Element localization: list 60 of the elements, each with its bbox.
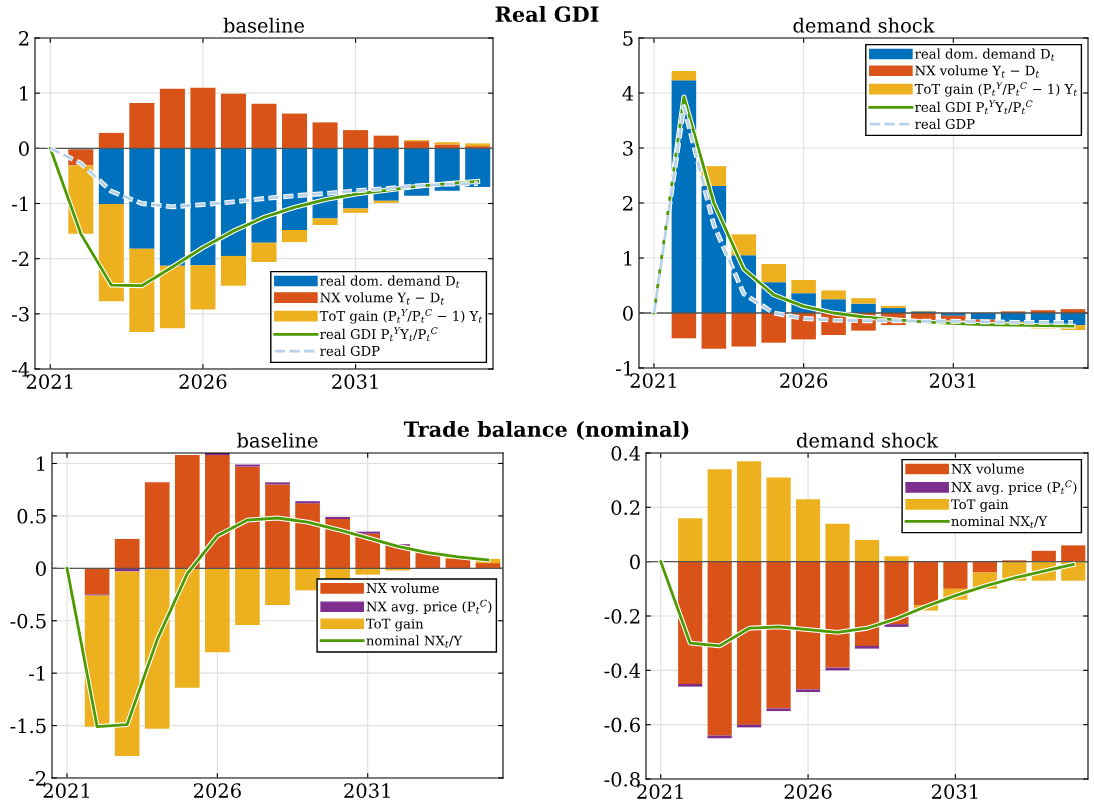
y-tick-label: 0 xyxy=(36,561,46,576)
x-tick-label: 2026 xyxy=(193,783,241,798)
x-tick-label: 2031 xyxy=(931,784,978,799)
legend-label: real GDI P$_{t}$$^{Y}$Y$_{t}$/P$_{t}$$^{C}$ xyxy=(915,100,1033,115)
legend-label: NX volume Y$_{t}$ − D$_{t}$ xyxy=(320,292,445,305)
legend-label: ToT gain (P$_{t}$$^{Y}$/P$_{t}$$^{C}$ − 1) Y$_{t}$ xyxy=(319,308,483,324)
legend-label: NX volume Y$_{t}$ − D$_{t}$ xyxy=(915,65,1040,78)
y-tick-label: 2 xyxy=(623,195,633,211)
chart-title: baseline xyxy=(223,17,305,33)
x-tick-label: 2026 xyxy=(780,373,828,388)
x-tick-label: 2031 xyxy=(344,783,390,798)
legend-label: ToT gain xyxy=(951,499,1009,512)
y-tick-label: 0.4 xyxy=(611,445,641,461)
y-tick-label: -0.4 xyxy=(604,663,641,678)
legend-label: real GDI P$_{t}$$^{Y}$Y$_{t}$/P$_{t}$$^{C}$ xyxy=(320,327,438,342)
legend-label: ToT gain (P$_{t}$$^{Y}$/P$_{t}$$^{C}$ − 1) Y$_{t}$ xyxy=(914,82,1078,97)
y-tick-label: -1.5 xyxy=(10,718,46,734)
x-tick-label: 2031 xyxy=(332,374,378,389)
x-tick-label: 2021 xyxy=(26,374,73,389)
legend-label: NX volume xyxy=(951,463,1024,474)
y-tick-label: -4 xyxy=(12,361,30,377)
legend-label: real dom. demand D$_{t}$ xyxy=(915,48,1055,61)
x-tick-label: 2026 xyxy=(179,374,227,389)
y-tick-label: 1 xyxy=(20,86,28,101)
y-tick-label: 0.5 xyxy=(17,508,46,524)
legend-label: NX avg. price (P$_{t}$$^{C}$) xyxy=(366,599,492,615)
y-tick-label: -3 xyxy=(12,306,29,322)
legend-label: real GDP xyxy=(320,345,380,356)
y-tick-label: 3 xyxy=(623,140,633,156)
legend-label: nominal NX$_{t}$/Y xyxy=(951,515,1048,529)
y-tick-label: -1 xyxy=(12,196,28,211)
y-tick-label: 0.2 xyxy=(611,500,640,515)
legend-label: NX volume xyxy=(366,582,439,594)
y-tick-label: -2 xyxy=(12,251,29,267)
y-tick-label: -0.2 xyxy=(604,608,640,624)
chart-title: demand shock xyxy=(793,17,935,33)
text: Real GDI xyxy=(495,5,599,23)
y-tick-label: 2 xyxy=(19,30,29,46)
y-tick-label: 0 xyxy=(630,554,640,570)
y-tick-label: 0 xyxy=(623,305,633,321)
y-tick-label: 1 xyxy=(624,250,632,266)
legend-label: NX avg. price (P$_{t}$$^{C}$) xyxy=(951,480,1077,495)
legend-label: ToT gain xyxy=(366,618,424,632)
legend-label: real dom. demand D$_{t}$ xyxy=(320,275,460,288)
y-tick-label: -1 xyxy=(616,360,632,376)
y-tick-label: 5 xyxy=(623,31,633,46)
y-tick-label: -0.6 xyxy=(604,717,640,733)
legend-label: nominal NX$_{t}$/Y xyxy=(366,635,463,648)
legend-label: real GDP xyxy=(915,118,975,129)
y-tick-label: -0.5 xyxy=(10,613,46,629)
x-tick-label: 2021 xyxy=(630,373,676,388)
chart-title: baseline xyxy=(237,432,318,448)
text: Trade balance (nominal) xyxy=(403,420,689,440)
y-tick-label: 1 xyxy=(37,456,45,471)
y-tick-label: 4 xyxy=(622,85,634,101)
y-tick-label: 0 xyxy=(19,141,29,156)
x-tick-label: 2026 xyxy=(784,784,832,799)
x-tick-label: 2031 xyxy=(929,373,976,388)
chart-title: demand shock xyxy=(796,432,939,448)
y-tick-label: -1 xyxy=(29,666,45,681)
